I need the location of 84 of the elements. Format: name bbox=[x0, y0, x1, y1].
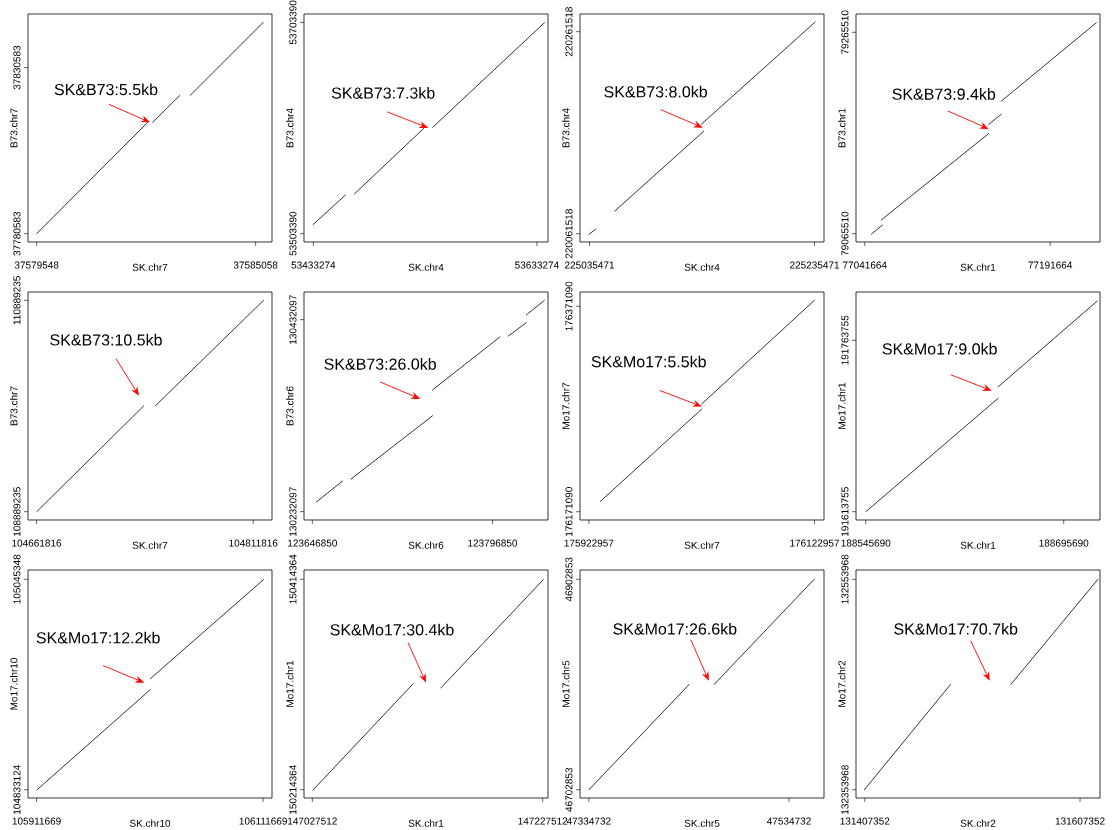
x-axis-title: SK.chr1 bbox=[960, 541, 996, 549]
y-tick-label: 191763755 bbox=[841, 315, 849, 365]
y-tick-label: 53703390 bbox=[289, 0, 297, 45]
y-tick-label: 176171090 bbox=[565, 487, 573, 536]
x-tick-label: 131607352 bbox=[1055, 817, 1105, 825]
y-axis-title: B73.chr4 bbox=[562, 108, 570, 148]
y-tick-label: 79265510 bbox=[841, 10, 849, 55]
x-tick-label: 106111669 bbox=[239, 817, 287, 825]
x-tick-label: 77191664 bbox=[1028, 261, 1073, 269]
x-tick-label: 47334732 bbox=[566, 817, 611, 825]
y-tick-label: 37830583 bbox=[13, 45, 21, 90]
x-tick-label: 77041664 bbox=[843, 261, 887, 269]
x-axis-title: SK.chr4 bbox=[684, 263, 720, 271]
y-axis-title: Mo17.chr5 bbox=[562, 660, 570, 707]
x-tick-label: 175922957 bbox=[564, 539, 614, 547]
x-tick-label: 147027512 bbox=[288, 817, 337, 825]
x-tick-label: 105911669 bbox=[12, 817, 61, 825]
annotation: SK&B73:7.3kb bbox=[331, 87, 435, 99]
y-tick-label: 130232097 bbox=[289, 487, 297, 536]
y-tick-label: 150214364 bbox=[289, 765, 297, 814]
y-axis-title: B73.chr1 bbox=[838, 108, 846, 148]
annotation: SK&Mo17:5.5kb bbox=[591, 355, 706, 368]
x-axis-title: SK.chr2 bbox=[960, 819, 996, 827]
y-tick-label: 104833124 bbox=[13, 765, 21, 814]
y-tick-label: 79065510 bbox=[841, 211, 849, 256]
annotation: SK&Mo17:30.4kb bbox=[330, 623, 454, 636]
annotation: SK&Mo17:9.0kb bbox=[882, 342, 997, 355]
y-tick-label: 46902853 bbox=[565, 557, 573, 602]
x-tick-label: 188545690 bbox=[841, 539, 891, 547]
annotation: SK&B73:10.5kb bbox=[50, 333, 162, 346]
x-tick-label: 123646850 bbox=[288, 539, 337, 547]
x-tick-label: 225035471 bbox=[565, 261, 615, 269]
x-tick-label: 123796850 bbox=[468, 539, 518, 547]
y-tick-label: 53503390 bbox=[289, 211, 297, 256]
x-tick-label: 176122957 bbox=[790, 539, 840, 547]
y-axis-title: Mo17.chr1 bbox=[838, 382, 846, 429]
annotation: SK&Mo17:12.2kb bbox=[36, 631, 160, 644]
y-axis-title: B73.chr7 bbox=[10, 386, 18, 426]
x-tick-label: 104811816 bbox=[229, 539, 278, 547]
x-axis-title: SK.chr1 bbox=[960, 263, 996, 271]
y-tick-label: 130432097 bbox=[289, 295, 297, 344]
y-tick-label: 132353968 bbox=[841, 765, 849, 814]
y-axis-title: Mo17.chr2 bbox=[838, 660, 846, 707]
y-tick-label: 220061518 bbox=[565, 209, 573, 259]
annotation: SK&B73:26.0kb bbox=[324, 358, 436, 370]
y-tick-label: 132553968 bbox=[841, 554, 849, 604]
annotation: SK&B73:8.0kb bbox=[604, 85, 707, 98]
y-tick-label: 191613755 bbox=[841, 487, 849, 536]
y-tick-label: 105045348 bbox=[13, 554, 21, 604]
x-tick-label: 147227512 bbox=[518, 817, 568, 825]
y-tick-label: 176371090 bbox=[565, 281, 573, 331]
x-axis-title: SK.chr6 bbox=[408, 541, 444, 549]
annotation: SK&Mo17:70.7kb bbox=[894, 622, 1018, 635]
x-axis-title: SK.chr7 bbox=[132, 541, 168, 549]
x-axis-title: SK.chr4 bbox=[408, 263, 444, 271]
y-tick-label: 110889235 bbox=[13, 276, 21, 325]
x-axis-title: SK.chr5 bbox=[684, 819, 720, 827]
x-tick-label: 53433274 bbox=[291, 261, 336, 269]
x-tick-label: 47534732 bbox=[767, 817, 811, 825]
y-tick-label: 150414364 bbox=[289, 554, 297, 604]
annotation: SK&B73:5.5kb bbox=[54, 83, 158, 96]
y-axis-title: B73.chr6 bbox=[286, 386, 294, 426]
x-tick-label: 104661816 bbox=[12, 539, 62, 547]
x-tick-label: 37579548 bbox=[14, 261, 59, 269]
y-tick-label: 220261518 bbox=[565, 7, 573, 57]
annotation: SK&Mo17:26.6kb bbox=[613, 622, 737, 635]
y-tick-label: 37780583 bbox=[13, 211, 21, 256]
x-tick-label: 225235471 bbox=[790, 261, 840, 269]
x-axis-title: SK.chr1 bbox=[408, 819, 444, 827]
x-axis-title: SK.chr7 bbox=[132, 263, 168, 271]
y-axis-title: Mo17.chr10 bbox=[10, 657, 18, 710]
x-tick-label: 188695690 bbox=[1039, 539, 1089, 547]
y-axis-title: Mo17.chr7 bbox=[562, 382, 570, 429]
x-tick-label: 53633274 bbox=[515, 261, 559, 269]
y-axis-title: Mo17.chr1 bbox=[286, 660, 294, 707]
x-axis-title: SK.chr7 bbox=[684, 541, 720, 549]
x-axis-title: SK.chr10 bbox=[129, 819, 171, 827]
x-tick-label: 37585058 bbox=[233, 261, 278, 269]
y-tick-label: 46702853 bbox=[565, 767, 573, 812]
y-tick-label: 108889235 bbox=[13, 487, 21, 536]
y-axis-title: B73.chr7 bbox=[10, 108, 18, 148]
annotation: SK&B73:9.4kb bbox=[892, 88, 996, 100]
y-axis-title: B73.chr4 bbox=[286, 108, 294, 148]
x-tick-label: 131407352 bbox=[840, 817, 890, 825]
